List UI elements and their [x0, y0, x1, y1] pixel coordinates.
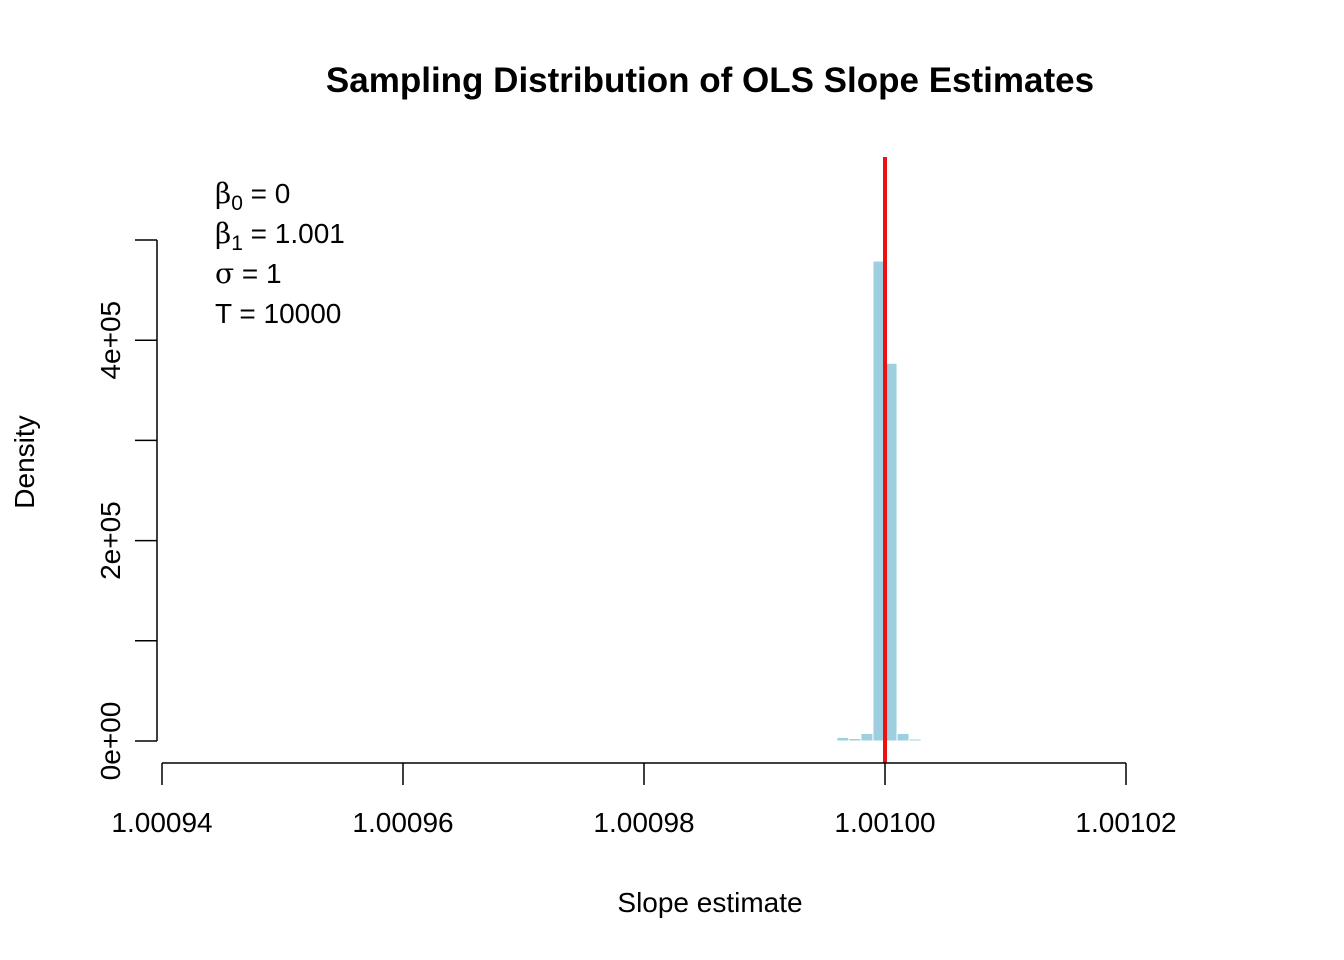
histogram-bar — [932, 740, 946, 742]
legend-entry: β0 = 0 — [215, 177, 290, 215]
x-axis: 1.00094 1.00096 1.00098 1.00100 1.00102 — [111, 762, 1177, 838]
x-tick-label: 1.00094 — [111, 807, 212, 838]
histogram-bar — [920, 739, 934, 742]
histogram-bar — [824, 739, 838, 742]
y-tick-label: 0e+00 — [95, 702, 126, 781]
x-tick-label: 1.00100 — [834, 807, 935, 838]
y-tick-label: 4e+05 — [95, 301, 126, 380]
histogram-bar — [788, 740, 802, 742]
x-tick-label: 1.00098 — [593, 807, 694, 838]
histogram-bar — [848, 738, 862, 742]
y-tick-label: 2e+05 — [95, 501, 126, 580]
legend-entry: β1 = 1.001 — [215, 217, 345, 255]
chart-title: Sampling Distribution of OLS Slope Estim… — [326, 61, 1094, 100]
y-axis: 0e+00 2e+05 4e+05 — [95, 239, 158, 781]
histogram-bar — [860, 732, 874, 742]
legend-entry: σ = 1 — [215, 257, 282, 290]
legend-entry: T = 10000 — [215, 298, 341, 329]
histogram-bar — [836, 736, 850, 742]
histogram-bar — [896, 732, 910, 742]
x-axis-label: Slope estimate — [617, 887, 802, 918]
y-axis-label: Density — [9, 415, 40, 508]
histogram-bar — [908, 738, 922, 742]
x-tick-label: 1.00096 — [352, 807, 453, 838]
x-tick-label: 1.00102 — [1075, 807, 1176, 838]
plot-area — [788, 157, 946, 763]
